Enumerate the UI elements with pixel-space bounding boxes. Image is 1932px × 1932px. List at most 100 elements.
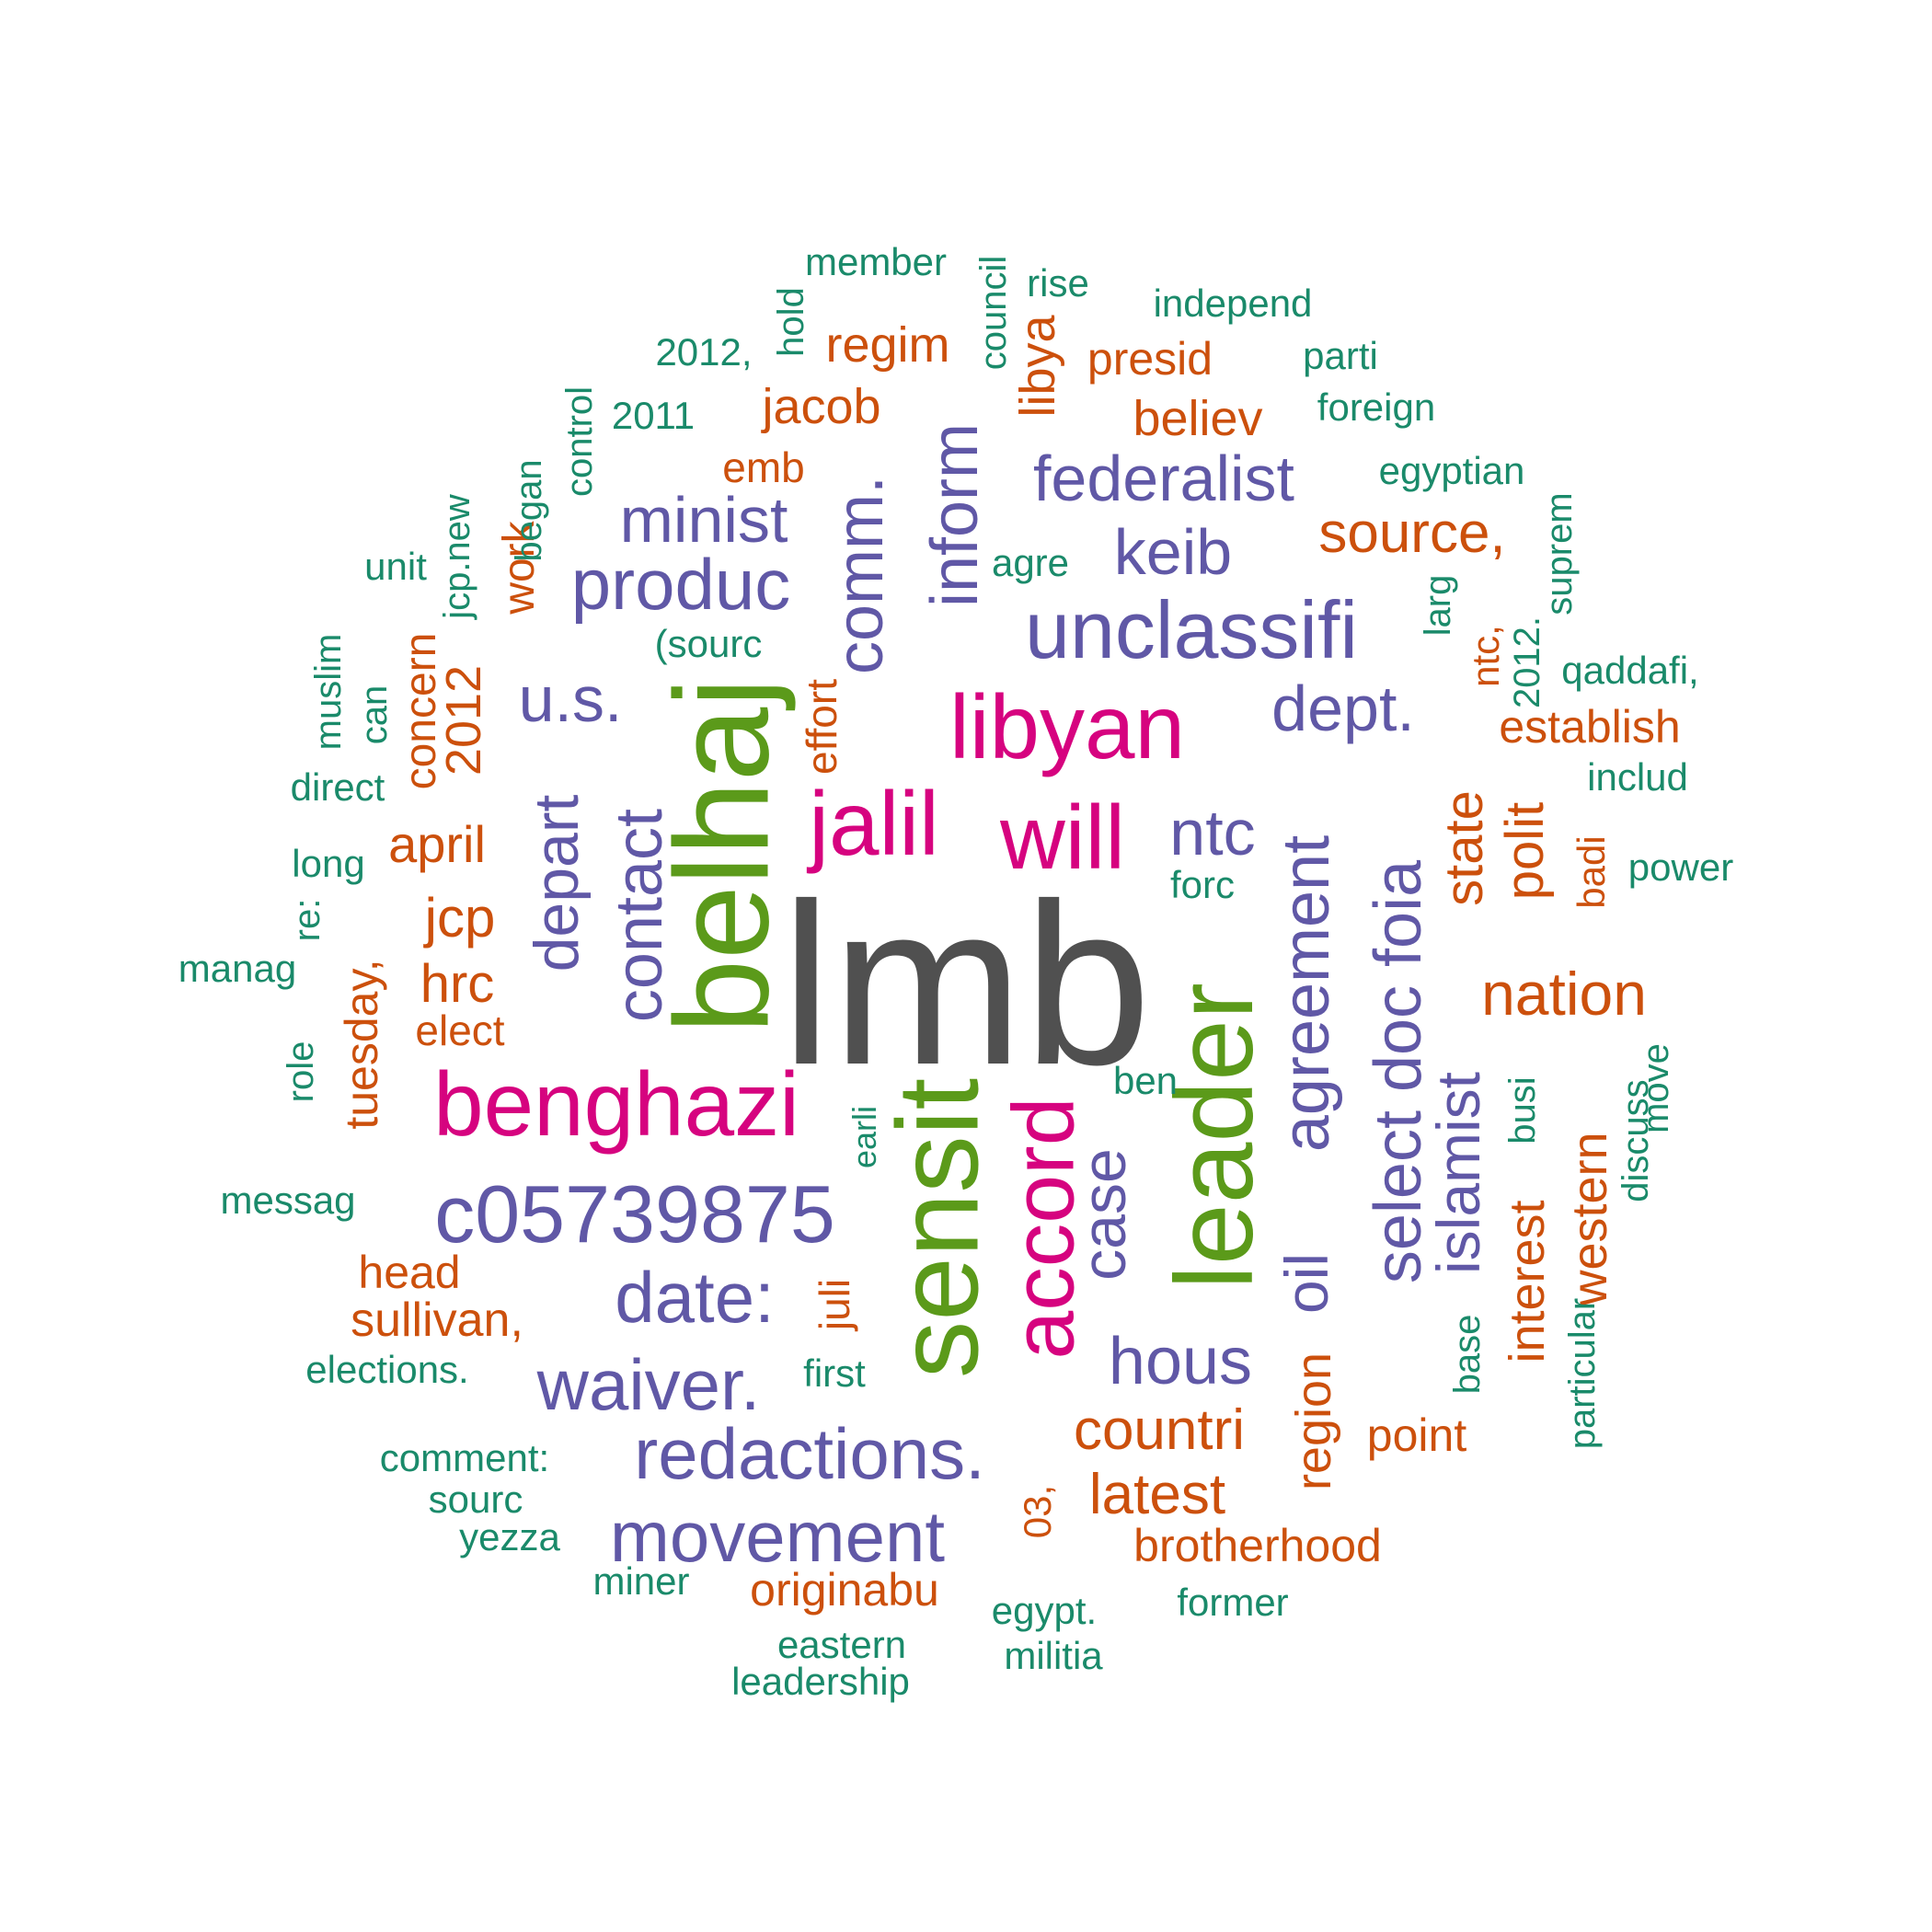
word-agreement: agreement (1270, 834, 1343, 1153)
word-source: source, (1318, 501, 1506, 565)
word-state: state (1434, 790, 1494, 906)
word-earli: earli (845, 1105, 883, 1169)
word-direct: direct (290, 765, 385, 809)
word-muslim: muslim (308, 633, 349, 751)
word-forc: forc (1169, 863, 1236, 906)
word-waiver: waiver. (536, 1344, 761, 1425)
word-benghazi: benghazi (433, 1053, 799, 1155)
word-jalil: jalil (809, 773, 939, 874)
word-originabu: originabu (750, 1564, 939, 1616)
word-jcp-new: jcp.new (437, 494, 477, 619)
word-redactions: redactions. (634, 1413, 985, 1494)
word-select-doc-foia: select doc foia (1362, 859, 1435, 1284)
word-control: control (559, 385, 600, 498)
word-jacob: jacob (762, 379, 881, 434)
word-juli: juli (811, 1278, 858, 1331)
word-oil: oil (1272, 1252, 1340, 1315)
word-larg: larg (1418, 574, 1458, 637)
word-unit: unit (364, 545, 427, 588)
word-ben: ben (1112, 1059, 1179, 1102)
word-countri: countri (1073, 1398, 1246, 1462)
word-former: former (1177, 1581, 1289, 1624)
word-comm: comm. (823, 476, 897, 674)
word-militia: militia (1004, 1634, 1103, 1677)
word-comment: comment: (379, 1436, 550, 1479)
word-case: case (1069, 1148, 1139, 1281)
word-sullivan: sullivan, (351, 1294, 523, 1347)
word-polit: polit (1495, 801, 1555, 901)
word-depart: depart (522, 794, 592, 972)
word-u-s: u.s. (518, 663, 623, 735)
word-dept: dept. (1271, 673, 1415, 744)
word-c05739875: c05739875 (434, 1168, 835, 1259)
word-sourc: sourc (428, 1478, 523, 1521)
word-effort: effort (798, 679, 845, 775)
word-2012: 2012, (655, 330, 753, 374)
word-egyptian: egyptian (1378, 449, 1525, 492)
word-foreign: foreign (1317, 385, 1436, 429)
word-inform: inform (918, 422, 992, 608)
word-role: role (281, 1041, 321, 1103)
word-keib: keib (1113, 516, 1233, 588)
word-power: power (1627, 845, 1734, 889)
word-member: member (804, 240, 948, 283)
word-egypt: egypt. (991, 1589, 1098, 1632)
word-yezza: yezza (459, 1515, 560, 1558)
word-believ: believ (1133, 391, 1263, 446)
word-federalist: federalist (1032, 443, 1295, 514)
word-can: can (354, 684, 395, 745)
word-re: re: (287, 898, 328, 942)
word-particular: particular (1562, 1297, 1603, 1450)
word-began: began (509, 459, 549, 562)
word-eastern: eastern (776, 1623, 907, 1666)
word-suprem: suprem (1539, 492, 1580, 615)
word-sourc: (sourc (654, 622, 763, 665)
word-islamist: islamist (1424, 1071, 1492, 1275)
word-elect: elect (415, 1006, 505, 1054)
word-ntc: ntc (1169, 797, 1256, 868)
word-base: base (1447, 1314, 1488, 1395)
word-agre: agre (991, 541, 1070, 584)
word-busi: busi (1502, 1076, 1543, 1144)
word-first: first (803, 1351, 866, 1395)
word-sensit: sensit (874, 1077, 1003, 1379)
word-date: date: (615, 1257, 775, 1338)
word-leader: leader (1153, 983, 1276, 1290)
word-nation: nation (1481, 960, 1647, 1028)
word-minist: minist (619, 484, 788, 556)
word-head: head (358, 1247, 461, 1298)
word-messag: messag (220, 1179, 356, 1222)
word-parti: parti (1303, 334, 1378, 377)
word-includ: includ (1587, 755, 1688, 799)
word-regim: regim (825, 317, 950, 373)
word-libya: libya (1010, 315, 1065, 418)
word-tuesday: tuesday, (336, 959, 387, 1130)
word-jcp: jcp (424, 887, 496, 949)
word-2012: 2012. (1507, 615, 1547, 709)
word-establish: establish (1499, 701, 1681, 753)
word-hold: hold (771, 287, 811, 357)
word-emb: emb (722, 443, 805, 491)
word-presid: presid (1087, 333, 1213, 385)
word-contact: contact (603, 808, 676, 1023)
word-council: council (973, 255, 1014, 371)
word-03: 03, (1016, 1484, 1059, 1539)
word-will: will (999, 787, 1126, 888)
word-move: move (1636, 1043, 1676, 1133)
word-hous: hous (1108, 1325, 1253, 1398)
word-elections: elections. (305, 1348, 469, 1391)
word-interest: interest (1500, 1200, 1555, 1363)
word-point: point (1366, 1409, 1467, 1461)
word-2011: 2011 (611, 394, 696, 437)
word-movement: movement (609, 1496, 946, 1577)
word-ntc: ntc, (1464, 625, 1507, 687)
word-manag: manag (178, 947, 297, 990)
word-qaddafi: qaddafi, (1561, 649, 1699, 692)
word-2012: 2012 (436, 664, 491, 776)
word-latest: latest (1088, 1463, 1226, 1526)
word-badi: badi (1570, 835, 1613, 909)
word-produc: produc (570, 544, 791, 625)
word-unclassifi: unclassifi (1025, 584, 1358, 675)
word-region: region (1286, 1351, 1341, 1491)
